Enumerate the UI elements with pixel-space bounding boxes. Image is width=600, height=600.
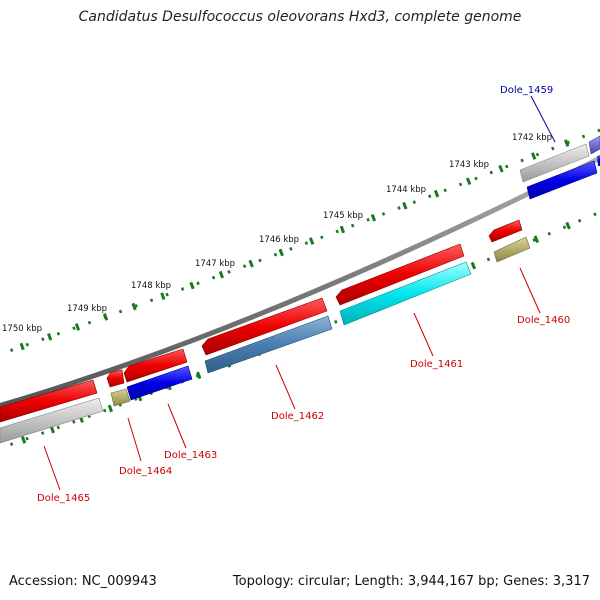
inner-major-tick-18 [533, 235, 540, 243]
tick-label-1750: 1750 kbp [2, 324, 42, 334]
scale-major-tick-17 [498, 164, 504, 173]
leader-dole-1461 [413, 312, 434, 357]
leader-dole-1465 [43, 445, 61, 491]
scale-major-tick-13 [370, 213, 377, 222]
scale-major-tick-11 [308, 237, 315, 245]
tick-label-1749: 1749 kbp [67, 304, 107, 314]
genome-backbone [0, 155, 600, 409]
gene-feature-blue-top[interactable] [526, 155, 600, 200]
gene-feature-dole-1462[interactable] [201, 297, 333, 374]
gene-feature-gray-top[interactable] [519, 143, 590, 183]
inner-major-tick-19 [565, 221, 571, 230]
leader-dole-1460 [519, 267, 541, 314]
scale-major-tick-10 [278, 248, 284, 257]
tick-label-1744: 1744 kbp [386, 185, 426, 195]
tick-label-1746: 1746 kbp [259, 235, 299, 245]
scale-major-tick-14 [402, 201, 408, 210]
inner-major-tick-1 [20, 436, 27, 444]
leader-dole-1463 [167, 403, 187, 449]
gene-feature-dole-1461[interactable] [335, 243, 472, 326]
gene-label-dole-1465[interactable]: Dole_1465 [37, 493, 90, 504]
gene-label-dole-1459[interactable]: Dole_1459 [500, 85, 553, 96]
scale-major-tick-5 [131, 302, 137, 311]
scale-major-ticks [19, 139, 570, 351]
genome-title: Candidatus Desulfococcus oleovorans Hxd3… [78, 9, 522, 25]
gene-label-dole-1462[interactable]: Dole_1462 [271, 411, 324, 422]
scale-major-tick-9 [248, 259, 254, 268]
scale-major-tick-6 [160, 292, 166, 300]
scale-major-tick-16 [465, 177, 472, 186]
gene-feature-dole-1460[interactable] [488, 219, 531, 263]
accession-label: Accession: NC_009943 [9, 574, 157, 589]
scale-major-tick-15 [433, 189, 440, 198]
gene-label-dole-1460[interactable]: Dole_1460 [517, 315, 570, 326]
leader-dole-1462 [275, 364, 296, 410]
tick-label-1743: 1743 kbp [449, 160, 489, 170]
gene-label-dole-1461[interactable]: Dole_1461 [410, 359, 463, 370]
inner-major-tick-16 [470, 261, 477, 270]
inner-major-tick-7 [196, 371, 202, 380]
tick-label-1747: 1747 kbp [195, 259, 235, 269]
gene-label-dole-1464[interactable]: Dole_1464 [119, 466, 172, 477]
tick-label-1742: 1742 kbp [512, 133, 552, 143]
scale-major-tick-7 [189, 281, 195, 290]
gene-feature-dole-1463[interactable] [123, 348, 193, 401]
scale-major-tick-18 [531, 152, 537, 160]
gene-feature-dole-1459[interactable] [588, 135, 600, 155]
inner-major-tick-2 [49, 425, 55, 434]
inner-major-tick-4 [107, 404, 114, 413]
leader-dole-1464 [127, 417, 142, 462]
leader-dole-1459 [530, 95, 556, 143]
scale-dotted-arc [0, 128, 600, 356]
scale-major-tick-4 [102, 313, 109, 321]
scale-major-tick-1 [19, 342, 25, 351]
scale-major-tick-8 [218, 270, 225, 279]
tick-label-1748: 1748 kbp [131, 281, 171, 291]
scale-major-tick-12 [339, 225, 346, 234]
genome-summary: Topology: circular; Length: 3,944,167 bp… [232, 574, 590, 589]
scale-major-tick-19 [563, 139, 570, 147]
gene-feature-dole-1464[interactable] [106, 369, 131, 407]
scale-major-tick-2 [47, 333, 53, 341]
gene-label-dole-1463[interactable]: Dole_1463 [164, 450, 217, 461]
scale-major-tick-3 [74, 323, 81, 331]
gene-feature-dole-1465[interactable] [0, 379, 104, 444]
tick-label-1745: 1745 kbp [323, 211, 363, 221]
